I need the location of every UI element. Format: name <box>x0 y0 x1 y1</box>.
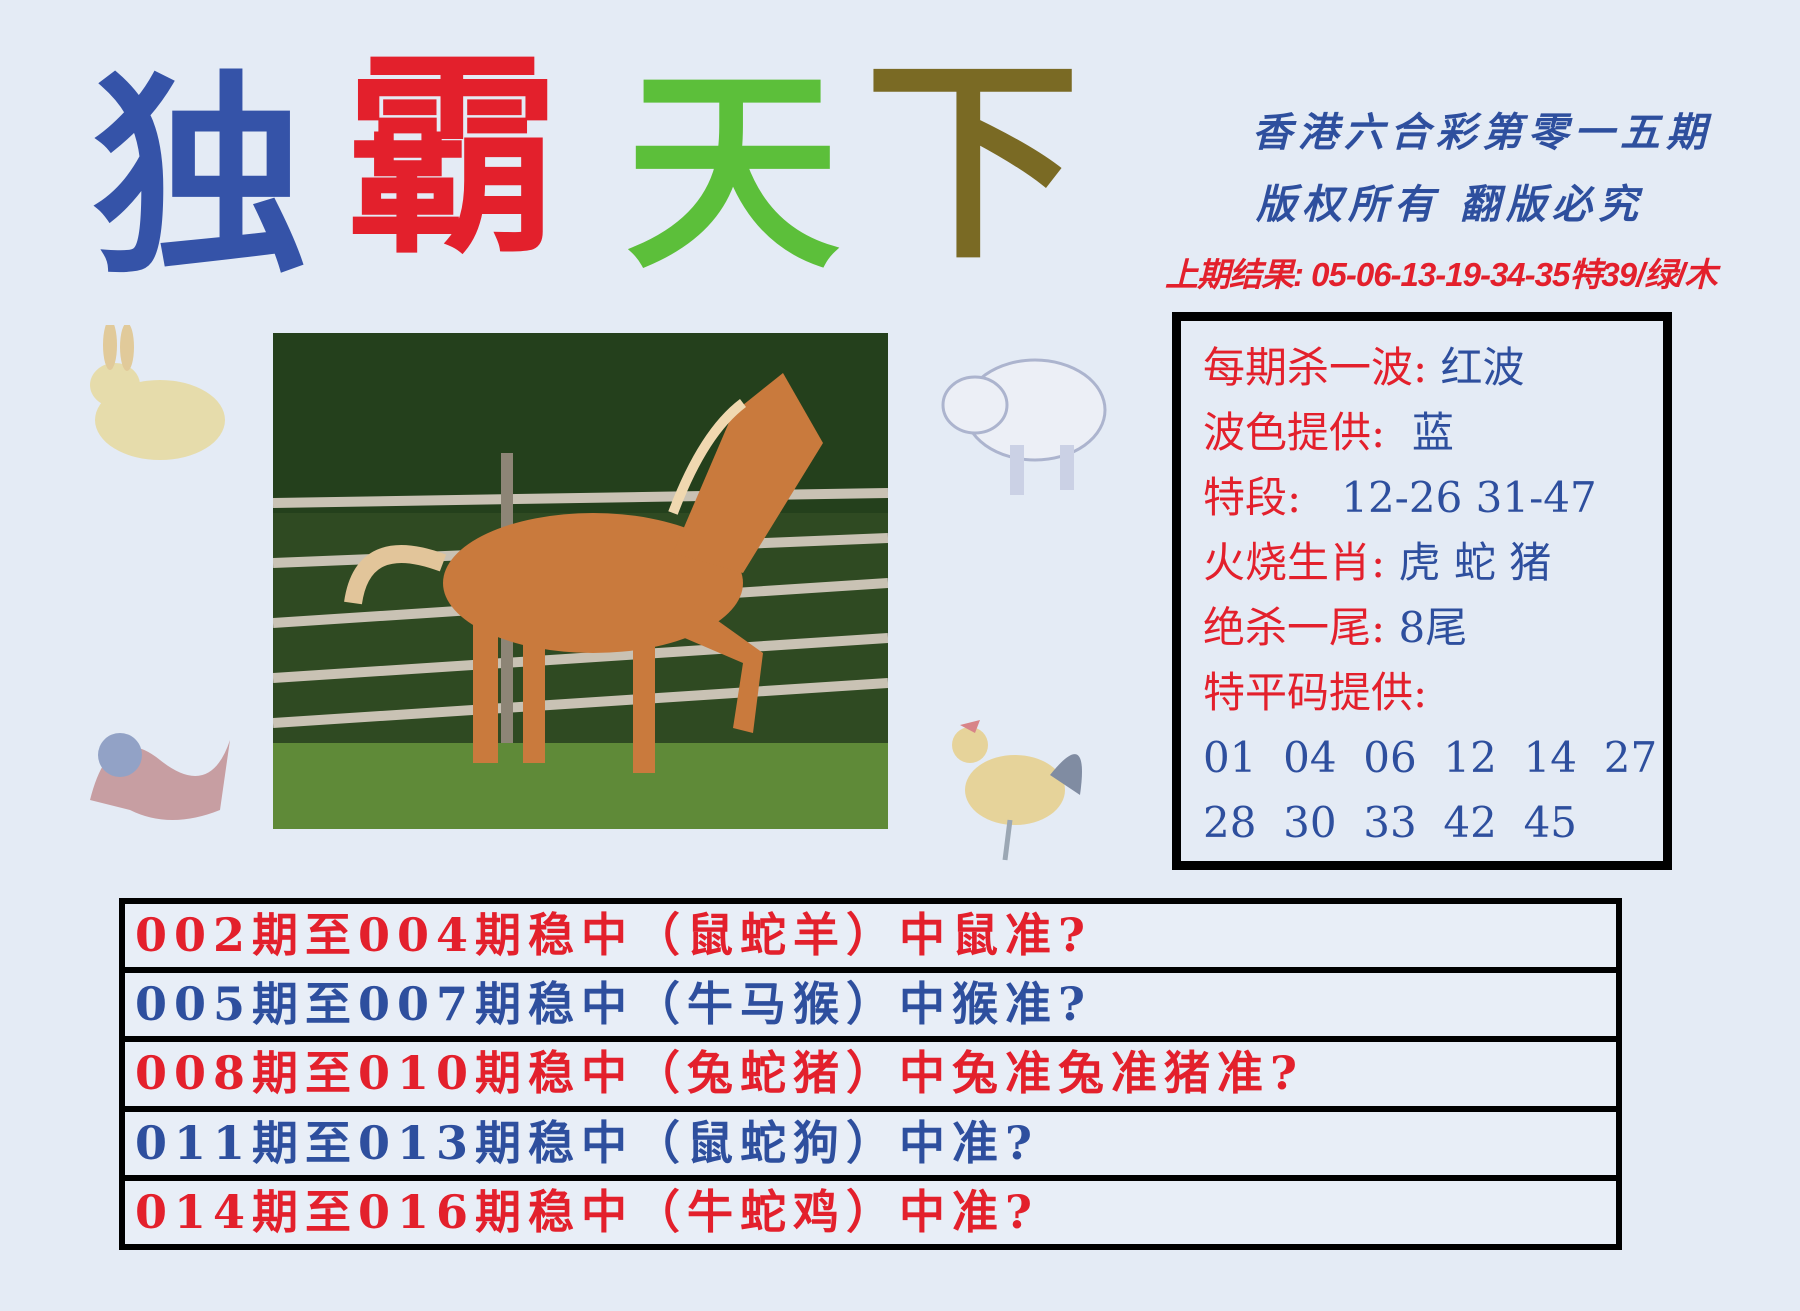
last-result: 上期结果: 05-06-13-19-34-35特39/绿/木 <box>1165 256 1717 293</box>
copyright-notice: 版权所有 翻版必究 <box>1256 182 1644 228</box>
pig-icon <box>935 330 1120 514</box>
info-value: 12-26 31-47 <box>1314 473 1597 522</box>
numbers-row-2: 28 30 33 42 45 <box>1203 798 1578 847</box>
info-label: 特段: <box>1203 473 1315 522</box>
info-label: 绝杀一尾: <box>1203 603 1399 652</box>
prediction-row: 011期至013期稳中（鼠蛇狗）中准? <box>125 1111 1616 1175</box>
info-label: 火烧生肖: <box>1203 538 1399 587</box>
info-line: 波色提供: 蓝 <box>1203 400 1663 465</box>
info-label: 波色提供: <box>1203 408 1399 457</box>
rabbit-icon <box>65 320 235 489</box>
info-box: 每期杀一波: 红波 波色提供: 蓝 特段: 12-26 31-47 火烧生肖: … <box>1172 312 1672 870</box>
rooster-icon <box>940 705 1100 869</box>
info-line: 火烧生肖: 虎 蛇 猪 <box>1203 530 1663 595</box>
info-value: 蓝 <box>1398 408 1454 457</box>
info-label: 特平码提供: <box>1203 668 1428 717</box>
info-label: 每期杀一波: <box>1203 343 1441 392</box>
predictions-table: 002期至004期稳中（鼠蛇羊）中鼠准? 005期至007期稳中（牛马猴）中猴准… <box>119 898 1622 1250</box>
horse-photo <box>273 333 888 829</box>
prediction-row: 014期至016期稳中（牛蛇鸡）中准? <box>125 1180 1616 1245</box>
title-char-3: 天 <box>625 47 840 298</box>
issue-title: 香港六合彩第零一五期 <box>1252 110 1712 156</box>
info-value: 红波 <box>1440 343 1525 392</box>
title-char-1: 独 <box>92 52 307 303</box>
prediction-row: 005期至007期稳中（牛马猴）中猴准? <box>125 973 1616 1037</box>
info-line: 绝杀一尾: 8尾 <box>1203 595 1663 660</box>
info-line: 特平码提供: <box>1203 660 1663 725</box>
prediction-row: 008期至010期稳中（兔蛇猪）中兔准兔准猪准? <box>125 1042 1616 1106</box>
prediction-row: 002期至004期稳中（鼠蛇羊）中鼠准? <box>125 904 1616 968</box>
info-value: 虎 蛇 猪 <box>1398 538 1552 587</box>
dragon-icon <box>70 700 240 844</box>
info-line: 每期杀一波: 红波 <box>1203 335 1663 400</box>
numbers-row-1: 01 04 06 12 14 27 <box>1203 733 1658 782</box>
info-line: 特段: 12-26 31-47 <box>1203 465 1663 530</box>
title-char-2: 霸 <box>345 32 560 283</box>
info-value: 8尾 <box>1398 603 1468 652</box>
title-char-4: 下 <box>865 37 1080 288</box>
